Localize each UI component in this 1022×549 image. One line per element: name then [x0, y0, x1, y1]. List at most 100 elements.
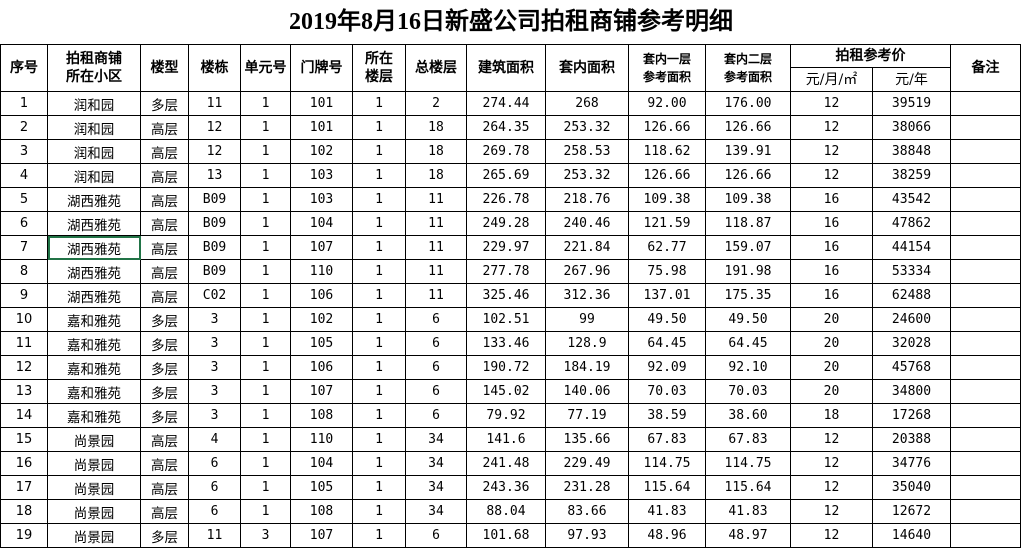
cell-floor2-area[interactable]: 114.75 [705, 451, 791, 476]
cell-seq[interactable]: 7 [0, 235, 48, 260]
cell-total-floors[interactable]: 34 [405, 451, 467, 476]
cell-seq[interactable]: 18 [0, 499, 48, 524]
cell-price-year[interactable]: 44154 [872, 235, 951, 260]
cell-gross-area[interactable]: 241.48 [466, 451, 546, 476]
cell-total-floors[interactable]: 18 [405, 163, 467, 188]
cell-building[interactable]: 4 [188, 427, 241, 452]
cell-total-floors[interactable]: 34 [405, 499, 467, 524]
header-price-year[interactable]: 元/年 [872, 67, 951, 92]
cell-floor[interactable]: 1 [352, 355, 406, 380]
cell-community[interactable]: 润和园 [47, 163, 141, 188]
cell-floor1-area[interactable]: 75.98 [628, 259, 706, 284]
cell-remark[interactable] [950, 259, 1021, 284]
cell-remark[interactable] [950, 475, 1021, 500]
cell-floor1-area[interactable]: 62.77 [628, 235, 706, 260]
cell-building[interactable]: 11 [188, 91, 241, 116]
cell-seq[interactable]: 4 [0, 163, 48, 188]
cell-total-floors[interactable]: 34 [405, 427, 467, 452]
cell-community[interactable]: 尚景园 [47, 499, 141, 524]
cell-inner-area[interactable]: 128.9 [545, 331, 629, 356]
cell-inner-area[interactable]: 229.49 [545, 451, 629, 476]
cell-unit[interactable]: 1 [240, 499, 291, 524]
cell-floor[interactable]: 1 [352, 115, 406, 140]
cell-total-floors[interactable]: 11 [405, 283, 467, 308]
cell-inner-area[interactable]: 184.19 [545, 355, 629, 380]
cell-building[interactable]: C02 [188, 283, 241, 308]
cell-price-month[interactable]: 20 [790, 379, 873, 404]
cell-gross-area[interactable]: 325.46 [466, 283, 546, 308]
cell-price-year[interactable]: 20388 [872, 427, 951, 452]
cell-community[interactable]: 润和园 [47, 115, 141, 140]
cell-unit[interactable]: 1 [240, 451, 291, 476]
header-total-floors[interactable]: 总楼层 [405, 44, 467, 92]
cell-door[interactable]: 105 [290, 475, 353, 500]
cell-remark[interactable] [950, 331, 1021, 356]
cell-type[interactable]: 高层 [140, 163, 189, 188]
cell-unit[interactable]: 1 [240, 403, 291, 428]
cell-remark[interactable] [950, 283, 1021, 308]
cell-price-year[interactable]: 14640 [872, 523, 951, 548]
cell-floor[interactable]: 1 [352, 283, 406, 308]
cell-price-year[interactable]: 43542 [872, 187, 951, 212]
cell-building[interactable]: B09 [188, 187, 241, 212]
cell-floor1-area[interactable]: 38.59 [628, 403, 706, 428]
cell-price-year[interactable]: 24600 [872, 307, 951, 332]
cell-floor2-area[interactable]: 175.35 [705, 283, 791, 308]
cell-price-year[interactable]: 62488 [872, 283, 951, 308]
cell-door[interactable]: 108 [290, 499, 353, 524]
cell-inner-area[interactable]: 97.93 [545, 523, 629, 548]
cell-inner-area[interactable]: 253.32 [545, 163, 629, 188]
cell-door[interactable]: 106 [290, 283, 353, 308]
cell-gross-area[interactable]: 133.46 [466, 331, 546, 356]
cell-price-year[interactable]: 34776 [872, 451, 951, 476]
header-gross-area[interactable]: 建筑面积 [466, 44, 546, 92]
cell-total-floors[interactable]: 6 [405, 523, 467, 548]
header-price-month[interactable]: 元/月/㎡ [790, 67, 873, 92]
cell-price-month[interactable]: 20 [790, 355, 873, 380]
sheet-title[interactable]: 2019年8月16日新盛公司拍租商铺参考明细 [289, 9, 733, 35]
cell-floor1-area[interactable]: 126.66 [628, 115, 706, 140]
header-floor1-area[interactable]: 套内一层 参考面积 [628, 44, 706, 92]
cell-floor1-area[interactable]: 49.50 [628, 307, 706, 332]
cell-remark[interactable] [950, 115, 1021, 140]
cell-seq[interactable]: 13 [0, 379, 48, 404]
cell-community[interactable]: 尚景园 [47, 451, 141, 476]
cell-remark[interactable] [950, 163, 1021, 188]
cell-price-month[interactable]: 12 [790, 139, 873, 164]
cell-price-year[interactable]: 38066 [872, 115, 951, 140]
cell-floor[interactable]: 1 [352, 211, 406, 236]
cell-price-year[interactable]: 38259 [872, 163, 951, 188]
cell-door[interactable]: 108 [290, 403, 353, 428]
cell-seq[interactable]: 9 [0, 283, 48, 308]
cell-door[interactable]: 103 [290, 163, 353, 188]
cell-floor2-area[interactable]: 126.66 [705, 163, 791, 188]
cell-inner-area[interactable]: 231.28 [545, 475, 629, 500]
cell-inner-area[interactable]: 83.66 [545, 499, 629, 524]
cell-unit[interactable]: 3 [240, 523, 291, 548]
cell-community[interactable]: 润和园 [47, 139, 141, 164]
cell-total-floors[interactable]: 6 [405, 331, 467, 356]
cell-unit[interactable]: 1 [240, 91, 291, 116]
cell-floor1-area[interactable]: 114.75 [628, 451, 706, 476]
header-inner-area[interactable]: 套内面积 [545, 44, 629, 92]
cell-unit[interactable]: 1 [240, 163, 291, 188]
cell-price-month[interactable]: 20 [790, 307, 873, 332]
cell-floor2-area[interactable]: 159.07 [705, 235, 791, 260]
cell-floor2-area[interactable]: 109.38 [705, 187, 791, 212]
cell-floor1-area[interactable]: 109.38 [628, 187, 706, 212]
header-remark[interactable]: 备注 [950, 44, 1021, 92]
header-price-group[interactable]: 拍租参考价 [790, 44, 951, 68]
cell-floor1-area[interactable]: 48.96 [628, 523, 706, 548]
cell-price-year[interactable]: 47862 [872, 211, 951, 236]
cell-unit[interactable]: 1 [240, 427, 291, 452]
cell-floor1-area[interactable]: 118.62 [628, 139, 706, 164]
cell-community[interactable]: 嘉和雅苑 [47, 355, 141, 380]
cell-seq[interactable]: 19 [0, 523, 48, 548]
cell-building[interactable]: 12 [188, 139, 241, 164]
cell-building[interactable]: 6 [188, 451, 241, 476]
cell-total-floors[interactable]: 18 [405, 139, 467, 164]
cell-gross-area[interactable]: 102.51 [466, 307, 546, 332]
cell-floor1-area[interactable]: 67.83 [628, 427, 706, 452]
cell-inner-area[interactable]: 99 [545, 307, 629, 332]
cell-door[interactable]: 110 [290, 259, 353, 284]
